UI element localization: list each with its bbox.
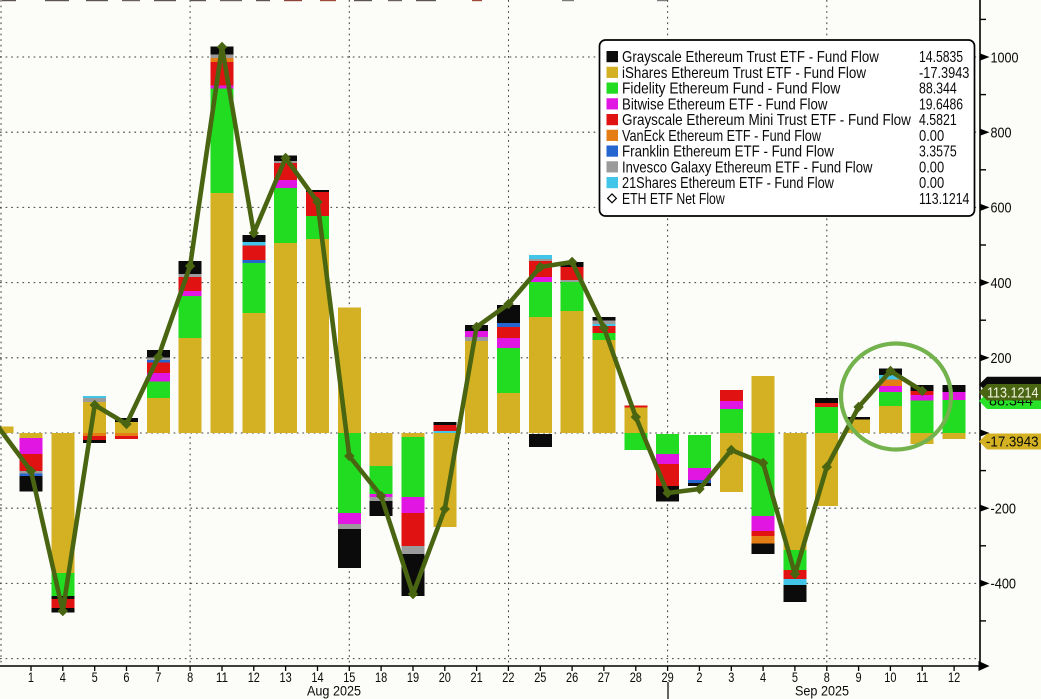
svg-text:VanEck Ethereum ETF - Fund Flo: VanEck Ethereum ETF - Fund Flow — [622, 128, 821, 145]
svg-text:25: 25 — [534, 670, 546, 685]
svg-text:0.00: 0.00 — [919, 128, 944, 145]
svg-text:113.1214: 113.1214 — [987, 385, 1039, 402]
svg-text:15: 15 — [343, 670, 355, 685]
svg-text:0.00: 0.00 — [919, 175, 944, 192]
svg-text:Fidelity Ethereum Fund - Fund: Fidelity Ethereum Fund - Fund Flow — [622, 81, 841, 98]
svg-text:iShares Ethereum Trust ETF - F: iShares Ethereum Trust ETF - Fund Flow — [622, 65, 866, 82]
svg-text:11: 11 — [916, 670, 928, 685]
svg-text:7: 7 — [155, 670, 161, 685]
svg-text:600: 600 — [991, 200, 1012, 217]
svg-text:14: 14 — [311, 670, 324, 685]
svg-text:200: 200 — [991, 350, 1012, 367]
svg-text:12: 12 — [948, 670, 960, 685]
svg-text:Franklin Ethereum ETF - Fund F: Franklin Ethereum ETF - Fund Flow — [622, 144, 834, 161]
svg-text:3.3575: 3.3575 — [919, 144, 957, 161]
svg-text:Grayscale Ethereum Mini Trust: Grayscale Ethereum Mini Trust ETF - Fund… — [622, 112, 911, 129]
svg-text:22: 22 — [502, 670, 514, 685]
svg-text:8: 8 — [824, 670, 830, 685]
svg-text:0.00: 0.00 — [919, 159, 944, 176]
svg-text:27: 27 — [598, 670, 610, 685]
svg-text:-17.3943: -17.3943 — [986, 434, 1039, 451]
svg-text:ETH ETF Net Flow: ETH ETF Net Flow — [622, 191, 725, 208]
svg-text:19: 19 — [407, 670, 419, 685]
svg-text:Grayscale Ethereum Trust ETF -: Grayscale Ethereum Trust ETF - Fund Flow — [622, 49, 879, 66]
svg-text:Invesco Galaxy Ethereum ETF -: Invesco Galaxy Ethereum ETF - Fund Flow — [622, 159, 873, 176]
svg-text:1000: 1000 — [991, 49, 1019, 66]
svg-text:21: 21 — [471, 670, 483, 685]
svg-text:11: 11 — [216, 670, 228, 685]
svg-text:Sep 2025: Sep 2025 — [795, 684, 849, 699]
svg-text:29: 29 — [662, 670, 674, 685]
svg-text:3: 3 — [728, 670, 734, 685]
svg-text:4.5821: 4.5821 — [919, 112, 957, 129]
svg-text:400: 400 — [991, 275, 1012, 292]
svg-text:2: 2 — [696, 670, 702, 685]
svg-text:113.1214: 113.1214 — [919, 191, 969, 208]
svg-text:88.344: 88.344 — [919, 81, 957, 98]
svg-text:8: 8 — [187, 670, 193, 685]
svg-text:4: 4 — [760, 670, 766, 685]
svg-text:-400: -400 — [991, 576, 1017, 593]
svg-text:800: 800 — [991, 125, 1012, 142]
svg-text:26: 26 — [566, 670, 578, 685]
svg-text:21Shares Ethereum ETF - Fund F: 21Shares Ethereum ETF - Fund Flow — [622, 175, 834, 192]
svg-text:19.6486: 19.6486 — [919, 96, 963, 113]
svg-text:5: 5 — [92, 670, 98, 685]
svg-text:20: 20 — [439, 670, 451, 685]
svg-text:5: 5 — [792, 670, 798, 685]
svg-text:6: 6 — [123, 670, 129, 685]
svg-text:4: 4 — [60, 670, 66, 685]
svg-text:9: 9 — [856, 670, 862, 685]
svg-text:10: 10 — [884, 670, 896, 685]
svg-text:Aug 2025: Aug 2025 — [307, 684, 361, 699]
svg-text:14.5835: 14.5835 — [919, 49, 963, 66]
svg-text:12: 12 — [248, 670, 260, 685]
svg-text:-200: -200 — [991, 501, 1017, 518]
svg-text:28: 28 — [630, 670, 642, 685]
svg-text:Bitwise Ethereum ETF - Fund Fl: Bitwise Ethereum ETF - Fund Flow — [622, 96, 828, 113]
svg-text:18: 18 — [375, 670, 387, 685]
svg-text:-17.3943: -17.3943 — [919, 65, 969, 82]
svg-text:1: 1 — [28, 670, 34, 685]
svg-text:13: 13 — [280, 670, 292, 685]
